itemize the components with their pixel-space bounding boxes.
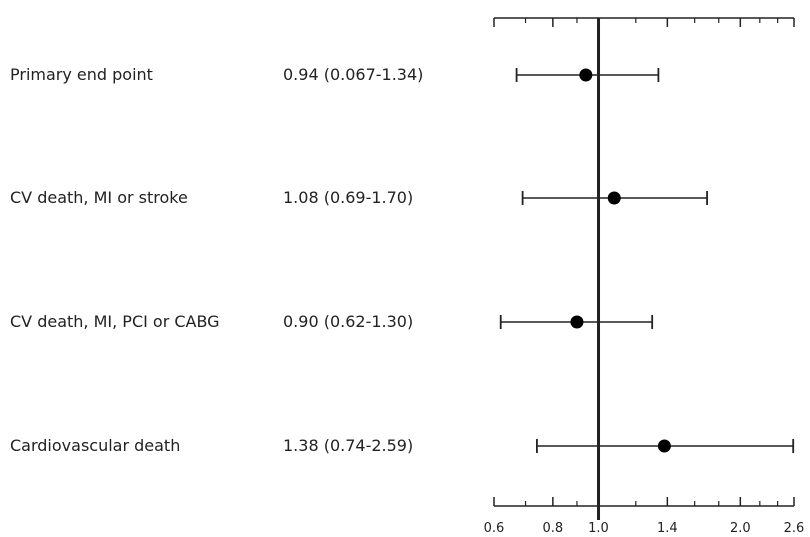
row-label: CV death, MI or stroke [10, 188, 188, 207]
row-label: Primary end point [10, 65, 153, 84]
x-tick-label: 2.0 [730, 521, 751, 536]
point-estimate-marker [579, 68, 593, 82]
point-estimate-marker [570, 315, 584, 329]
row-estimate-text: 1.08 (0.69-1.70) [283, 188, 414, 207]
row-estimate-text: 0.94 (0.067-1.34) [283, 65, 424, 84]
row-estimate-text: 1.38 (0.74-2.59) [283, 436, 414, 455]
row-label: CV death, MI, PCI or CABG [10, 312, 220, 331]
x-tick-label: 0.8 [543, 521, 564, 536]
row-estimate-text: 0.90 (0.62-1.30) [283, 312, 414, 331]
x-tick-label: 1.0 [588, 521, 609, 536]
x-tick-label: 0.6 [484, 521, 505, 536]
point-estimate-marker [657, 439, 671, 453]
x-tick-label: 2.6 [784, 521, 805, 536]
x-tick-label: 1.4 [657, 521, 678, 536]
point-estimate-marker [607, 191, 621, 205]
row-label: Cardiovascular death [10, 436, 181, 455]
